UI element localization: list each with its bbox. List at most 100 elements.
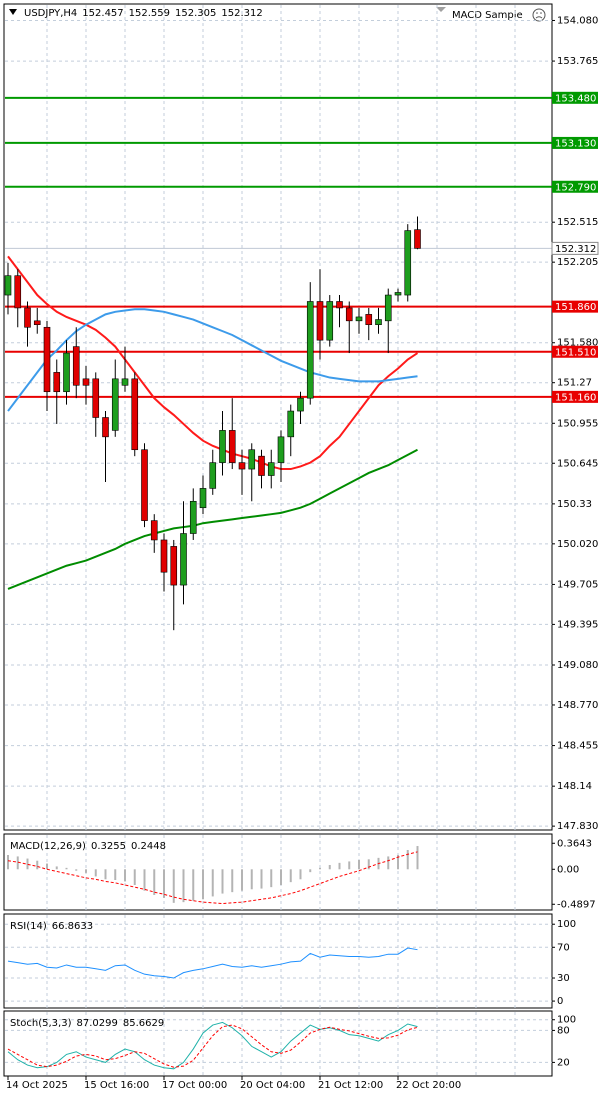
indicator-line bbox=[7, 1021, 418, 1070]
candle-body bbox=[404, 230, 412, 296]
candle-body bbox=[345, 307, 353, 322]
candle-body bbox=[33, 320, 41, 325]
y-tick-label: 150.020 bbox=[557, 539, 598, 550]
header-title: RSI(14) bbox=[10, 921, 47, 932]
y-tick-label: 150.33 bbox=[557, 499, 592, 510]
candle-body bbox=[267, 462, 275, 476]
panel-header: MACD(12,26,9) 0.3255 0.2448 bbox=[10, 841, 166, 852]
y-tick-label: 151.580 bbox=[557, 338, 598, 349]
level-tag bbox=[552, 180, 598, 193]
candle-body bbox=[277, 436, 285, 463]
candle-body bbox=[111, 378, 119, 431]
x-tick-label: 15 Oct 16:00 bbox=[84, 1080, 149, 1091]
candle-body bbox=[72, 346, 80, 386]
y-tick-label: 100 bbox=[557, 1015, 576, 1026]
y-tick-label: 0.3643 bbox=[557, 838, 592, 849]
panel-header: Stoch(5,3,3) 87.0299 85.6629 bbox=[10, 1018, 164, 1029]
y-tick-label: 152.515 bbox=[557, 217, 598, 228]
y-tick-label: 70 bbox=[557, 942, 570, 953]
candle-body bbox=[63, 352, 70, 393]
status-eye bbox=[536, 12, 538, 14]
y-tick-label: 30 bbox=[557, 973, 570, 984]
level-tag bbox=[552, 300, 598, 313]
y-tick-label: 148.455 bbox=[557, 741, 598, 752]
candle-body bbox=[160, 539, 168, 573]
y-tick-label: 150.955 bbox=[557, 418, 598, 429]
candle-body bbox=[297, 397, 304, 412]
indicator-line bbox=[7, 947, 418, 979]
header-value: 0.2448 bbox=[131, 841, 166, 852]
header-title: Stoch(5,3,3) bbox=[10, 1018, 72, 1029]
candle-body bbox=[170, 546, 178, 586]
signal-line bbox=[7, 851, 418, 905]
y-tick-label: 152.205 bbox=[557, 257, 598, 268]
candle-body bbox=[228, 430, 236, 463]
symbol-menu[interactable] bbox=[9, 9, 17, 15]
candle-body bbox=[121, 378, 129, 386]
level-label: 151.510 bbox=[555, 347, 596, 358]
header-title: MACD(12,26,9) bbox=[10, 841, 86, 852]
y-tick-label: 153.765 bbox=[557, 56, 598, 67]
header-value: 87.0299 bbox=[76, 1018, 117, 1029]
level-tag bbox=[552, 136, 598, 149]
y-tick-label: 154.080 bbox=[557, 15, 598, 26]
y-tick-label: 0.00 bbox=[557, 864, 579, 875]
y-tick-label: 148.14 bbox=[557, 781, 592, 792]
y-tick-label: 0 bbox=[557, 996, 563, 1007]
candle-body bbox=[141, 449, 148, 521]
y-tick-label: 149.080 bbox=[557, 660, 598, 671]
level-label: 152.790 bbox=[555, 182, 596, 193]
candle-body bbox=[355, 316, 363, 322]
level-label: 151.160 bbox=[555, 392, 596, 403]
status-mouth bbox=[535, 16, 543, 19]
candle-body bbox=[326, 301, 334, 341]
x-tick-label: 20 Oct 04:00 bbox=[240, 1080, 305, 1091]
candle-body bbox=[365, 314, 373, 325]
y-tick-label: 80 bbox=[557, 1025, 570, 1036]
level-tag bbox=[552, 91, 598, 104]
candle-body bbox=[92, 378, 100, 418]
candle-body bbox=[150, 520, 158, 541]
x-tick-label: 21 Oct 12:00 bbox=[318, 1080, 383, 1091]
candle-body bbox=[199, 488, 207, 509]
candle-body bbox=[238, 462, 246, 470]
candle-body bbox=[24, 307, 31, 328]
header-value: 66.8633 bbox=[52, 921, 93, 932]
moving-average bbox=[7, 255, 419, 471]
price-tag bbox=[551, 241, 599, 255]
candle-body bbox=[82, 378, 90, 386]
candle-body bbox=[306, 301, 314, 399]
status-face bbox=[532, 8, 546, 22]
y-tick-label: 149.395 bbox=[557, 619, 598, 630]
level-label: 153.130 bbox=[555, 138, 596, 149]
y-tick-label: 150.645 bbox=[557, 458, 598, 469]
header-value: 152.312 bbox=[221, 8, 262, 19]
one-click-toggle[interactable] bbox=[436, 7, 446, 12]
candle-body bbox=[258, 455, 265, 476]
y-tick-label: 151.27 bbox=[557, 378, 592, 389]
header-value: 152.457 bbox=[82, 8, 123, 19]
header-value: 152.305 bbox=[175, 8, 216, 19]
header-value: 85.6629 bbox=[123, 1018, 164, 1029]
panel-header: USDJPY,H4 152.457 152.559 152.305 152.312 bbox=[24, 8, 263, 19]
candle-body bbox=[53, 372, 61, 393]
candle-body bbox=[336, 301, 343, 309]
header-value: 152.559 bbox=[129, 8, 170, 19]
level-label: 151.860 bbox=[555, 302, 596, 313]
candle-body bbox=[180, 533, 187, 586]
level-tag bbox=[552, 390, 598, 403]
candle-body bbox=[248, 449, 256, 470]
candle-body bbox=[219, 430, 226, 463]
candle-body bbox=[287, 410, 295, 438]
panel-header: RSI(14) 66.8633 bbox=[10, 921, 93, 932]
indicator-line bbox=[7, 1024, 418, 1068]
x-tick-label: 17 Oct 00:00 bbox=[162, 1080, 227, 1091]
header-title: USDJPY,H4 bbox=[24, 8, 77, 19]
y-tick-label: 149.705 bbox=[557, 579, 598, 590]
candle-body bbox=[384, 294, 392, 322]
y-tick-label: -0.4897 bbox=[557, 899, 596, 910]
moving-average bbox=[7, 448, 418, 590]
